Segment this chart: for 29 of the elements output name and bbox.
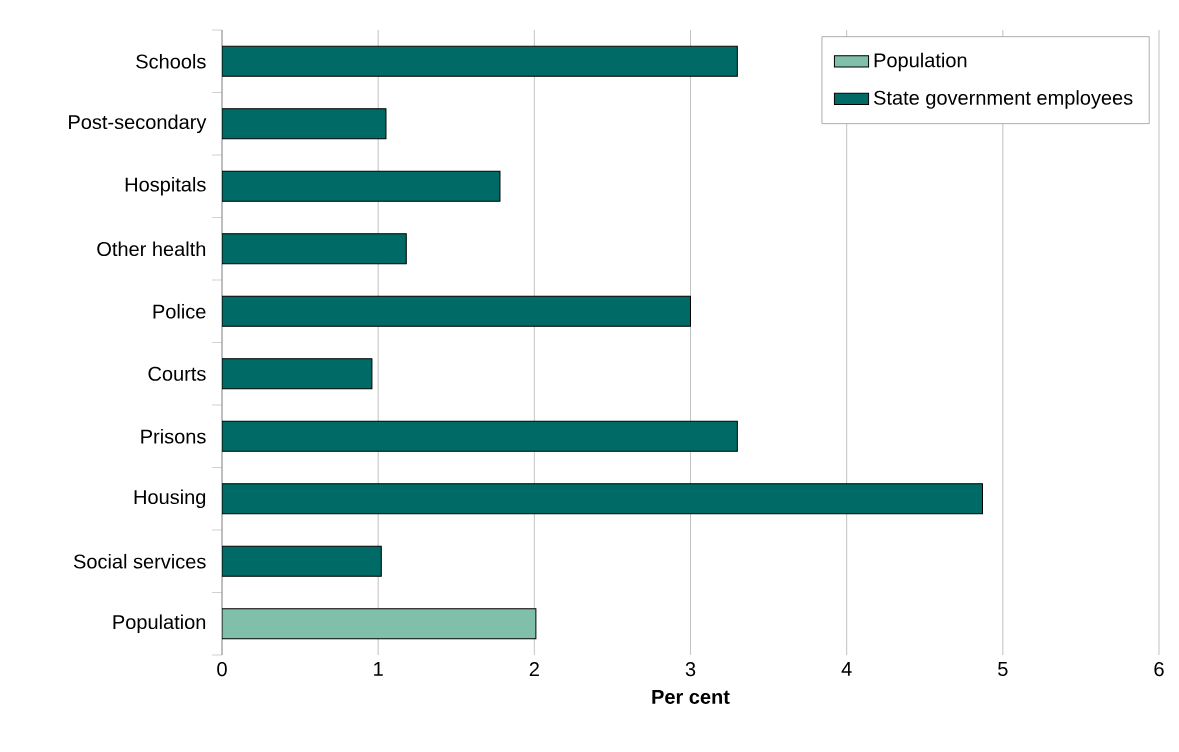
bar [222,108,387,140]
y-tick-label: Prisons [141,428,206,444]
bar [222,170,501,202]
x-axis-title: Per cent [652,689,730,704]
x-tick-label: 4 [841,662,852,676]
bar [222,358,373,390]
bar [222,420,738,452]
bar [222,545,382,577]
y-tick-label: Housing [134,489,206,509]
y-tick-label: Courts [148,366,206,381]
legend-label: Population [874,52,967,72]
x-tick-label: 0 [217,662,227,677]
x-tick-label: 2 [529,662,539,677]
legend-label: State government employees [873,90,1133,109]
y-tick-label: Other health [97,241,206,257]
x-tick-label: 6 [1154,662,1164,677]
y-tick-label: Post-secondary [69,114,207,134]
y-tick-label: Schools [136,53,206,69]
y-tick-label: Population [113,614,206,634]
y-tick-label: Social services [73,553,206,569]
bar [222,233,407,265]
bar [222,295,691,327]
y-tick-label: Hospitals [125,176,206,196]
x-tick-label: 5 [998,662,1008,677]
x-tick-label: 3 [685,662,696,677]
bar [222,45,738,77]
bar [222,483,984,515]
y-tick-label: Police [153,303,206,319]
x-tick-label: 1 [374,662,383,676]
